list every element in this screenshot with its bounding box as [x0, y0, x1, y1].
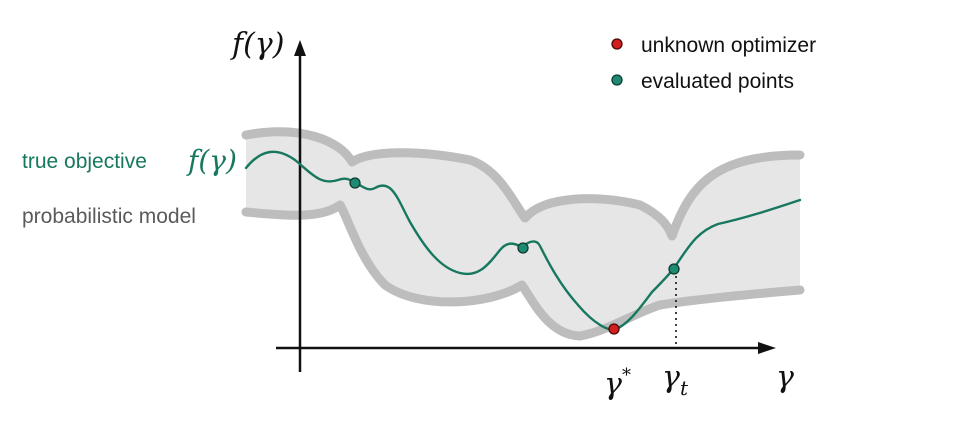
optimum-label-sup: *	[622, 365, 631, 386]
probabilistic-model-label: probabilistic model	[22, 205, 196, 228]
true-objective-label: true objective	[22, 150, 147, 173]
y-axis-label: f(γ)	[230, 27, 284, 62]
evaluated-point	[668, 263, 680, 275]
y-axis-arrow	[294, 40, 306, 56]
current-label: γt	[662, 360, 689, 400]
evaluated-point	[517, 242, 529, 254]
legend-evaluated-marker	[611, 74, 623, 86]
optimum-label: γ*	[604, 365, 631, 402]
true-objective-symbol: f(γ)	[186, 144, 237, 177]
uncertainty-band	[246, 131, 800, 336]
legend-optimizer-marker	[611, 38, 623, 50]
x-axis-label: γ	[776, 360, 794, 395]
evaluated-point	[349, 177, 361, 189]
legend-optimizer-label: unknown optimizer	[641, 34, 816, 57]
legend-evaluated-label: evaluated points	[641, 70, 794, 93]
optimizer-point	[608, 323, 620, 335]
current-label-sub: t	[680, 376, 689, 400]
x-axis-arrow	[758, 342, 776, 354]
band-lower-edge	[241, 200, 805, 341]
band-upper-edge	[241, 127, 805, 241]
